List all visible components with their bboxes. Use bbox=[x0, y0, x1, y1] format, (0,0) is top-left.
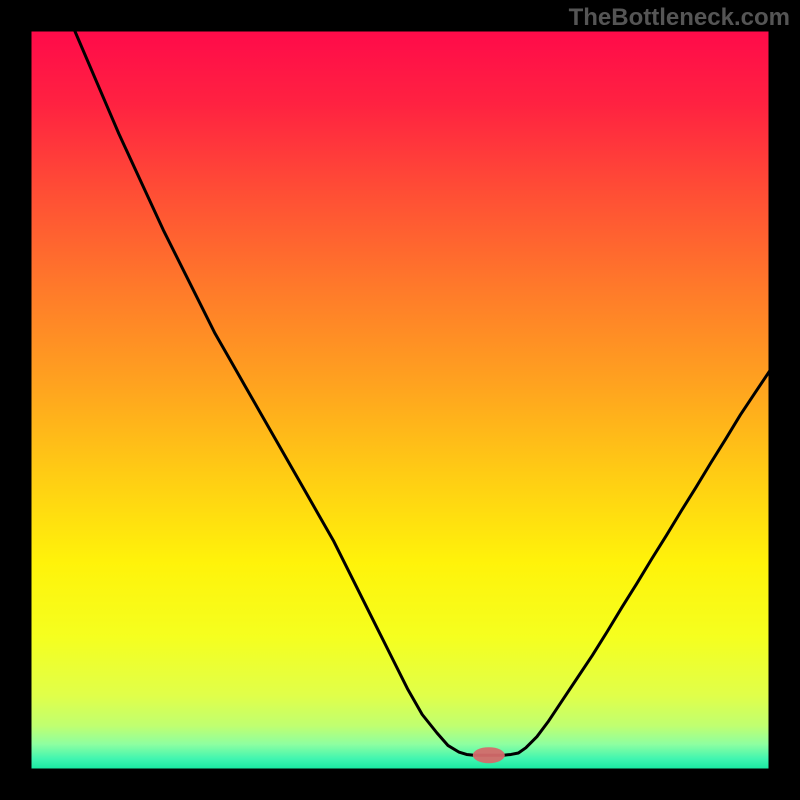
chart-container: TheBottleneck.com bbox=[0, 0, 800, 800]
watermark-text: TheBottleneck.com bbox=[569, 4, 790, 32]
bottleneck-chart bbox=[0, 0, 800, 800]
minimum-marker bbox=[473, 747, 505, 763]
plot-background bbox=[30, 30, 770, 770]
